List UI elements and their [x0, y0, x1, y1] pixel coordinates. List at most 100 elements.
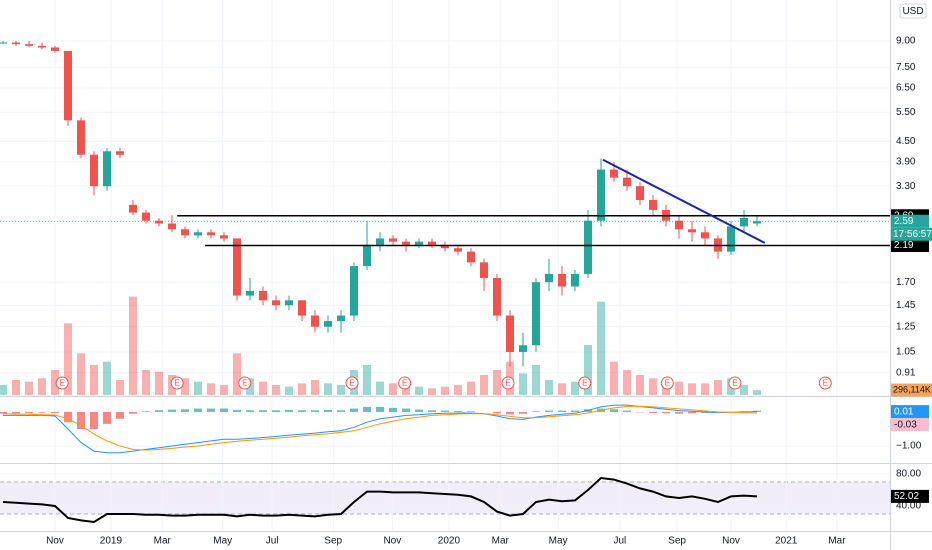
- earnings-marker: [501, 376, 515, 390]
- macd-histogram-bar: [675, 411, 684, 414]
- x-tick-label: Nov: [383, 536, 401, 547]
- candle-body: [115, 151, 124, 155]
- volume-bar: [310, 380, 319, 395]
- macd-histogram-bar: [102, 411, 111, 424]
- volume-bar: [584, 345, 593, 395]
- y-tick-label: 1.45: [896, 300, 916, 311]
- volume-bar: [141, 370, 150, 395]
- candle-body: [167, 223, 176, 230]
- volume-bar: [102, 361, 111, 395]
- volume-bar: [571, 381, 580, 395]
- y-tick-label: 5.50: [896, 107, 916, 118]
- macd-histogram-bar: [284, 409, 293, 412]
- macd-histogram-bar: [427, 410, 436, 412]
- macd-histogram-bar: [219, 408, 228, 412]
- candle-body: [37, 45, 46, 48]
- candle-body: [740, 217, 749, 227]
- candle-body: [11, 42, 20, 45]
- volume-bar: [454, 385, 463, 395]
- candle-body: [310, 315, 319, 327]
- volume-bar: [219, 385, 228, 395]
- volume-bar: [115, 380, 124, 395]
- volume-bar: [284, 386, 293, 395]
- macd-histogram-bar: [0, 411, 7, 414]
- trendline: [602, 158, 766, 244]
- volume-bar: [427, 388, 436, 395]
- macd-histogram-bar: [271, 410, 280, 412]
- macd-histogram-bar: [401, 408, 410, 412]
- candle-body: [753, 221, 762, 224]
- volume-bar: [154, 371, 163, 395]
- earnings-marker: [398, 376, 412, 390]
- macd-tag: 0.01: [894, 406, 914, 417]
- candle-body: [258, 290, 267, 301]
- earnings-marker: [170, 376, 184, 390]
- macd-histogram-bar: [610, 409, 619, 412]
- volume-bar: [610, 361, 619, 395]
- macd-histogram-bar: [414, 409, 423, 412]
- candle-body: [571, 273, 580, 287]
- macd-histogram-bar: [623, 410, 632, 412]
- price-tag: 2.59: [894, 216, 914, 227]
- candle-body: [232, 238, 241, 296]
- volume-bar: [467, 381, 476, 395]
- y-tick-label: 40.00: [896, 501, 921, 512]
- earnings-label: E: [505, 379, 510, 388]
- macd-histogram-bar: [11, 411, 20, 414]
- volume-bar: [623, 370, 632, 395]
- earnings-marker: [818, 376, 832, 390]
- macd-histogram-bar: [649, 411, 658, 413]
- candle-body: [219, 235, 228, 239]
- macd-line: [3, 404, 758, 454]
- macd-histogram-bar: [245, 410, 254, 412]
- candle-body: [649, 199, 658, 210]
- volume-bar: [206, 383, 215, 395]
- earnings-label: E: [665, 379, 670, 388]
- x-tick-label: May: [549, 536, 568, 547]
- candle-body: [584, 220, 593, 274]
- macd-histogram-bar: [362, 406, 371, 412]
- candle-body: [154, 220, 163, 224]
- macd-histogram-bar: [37, 411, 46, 413]
- macd-histogram-bar: [258, 410, 267, 412]
- volume-bar: [558, 383, 567, 395]
- macd-histogram-bar: [532, 411, 541, 412]
- macd-tag-box: [891, 405, 929, 419]
- volume-bar: [493, 370, 502, 395]
- y-tick-label: 3.30: [896, 181, 916, 192]
- candle-body: [610, 169, 619, 178]
- candle-body: [727, 226, 736, 252]
- macd-histogram-bar: [232, 409, 241, 412]
- macd-histogram-bar: [375, 406, 384, 412]
- candle-body: [336, 315, 345, 322]
- x-tick-label: Jul: [266, 536, 279, 547]
- x-tick-label: Sep: [668, 536, 686, 547]
- candle-body: [506, 315, 515, 352]
- macd-histogram-bar: [50, 411, 59, 413]
- macd-histogram-bar: [545, 410, 554, 412]
- candle-body: [388, 238, 397, 242]
- macd-histogram-bar: [206, 408, 215, 412]
- x-tick-label: 2020: [438, 536, 461, 547]
- earnings-label: E: [175, 379, 180, 388]
- macd-histogram-bar: [493, 411, 502, 414]
- earnings-marker: [660, 376, 674, 390]
- candle-body: [76, 120, 85, 155]
- earnings-label: E: [402, 379, 407, 388]
- candle-body: [493, 278, 502, 316]
- candle-body: [401, 241, 410, 245]
- macd-histogram-bar: [297, 410, 306, 412]
- macd-histogram-bar: [89, 411, 98, 429]
- candle-body: [89, 154, 98, 187]
- candle-body: [675, 220, 684, 230]
- currency-box[interactable]: [899, 3, 927, 19]
- candle-body: [63, 50, 72, 121]
- candle-body: [688, 229, 697, 233]
- earnings-label: E: [349, 379, 354, 388]
- candle-body: [427, 241, 436, 245]
- earnings-marker: [55, 376, 69, 390]
- y-tick-label: 1.25: [896, 321, 916, 332]
- y-tick-label: 3.90: [896, 157, 916, 168]
- volume-bar: [323, 383, 332, 395]
- macd-histogram-bar: [454, 410, 463, 412]
